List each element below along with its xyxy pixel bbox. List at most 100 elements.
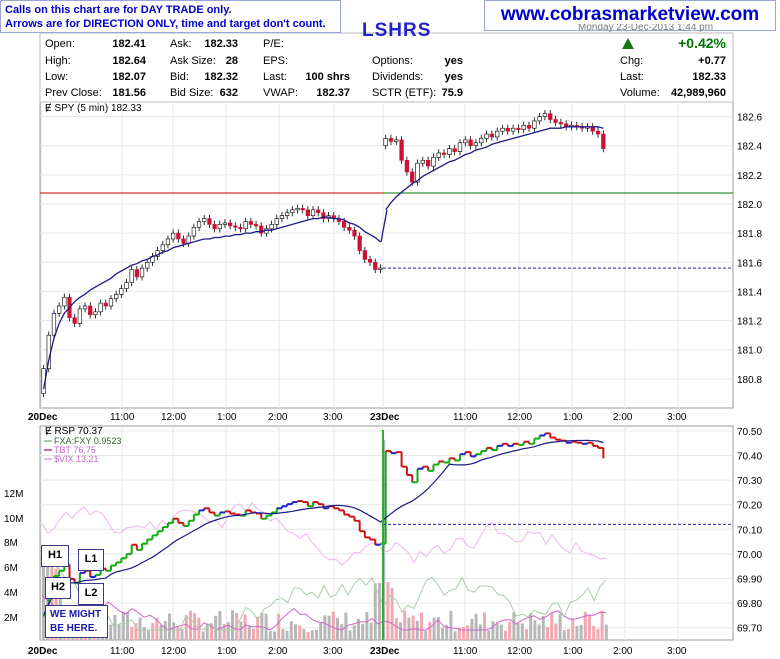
price-candle xyxy=(248,221,253,225)
volume-bar xyxy=(537,624,541,640)
volume-bar xyxy=(491,621,495,640)
open-value: 182.41 xyxy=(112,38,146,50)
volume-bar xyxy=(592,625,596,640)
volume-bar xyxy=(487,630,491,640)
price-candle xyxy=(415,162,420,183)
volume-bar xyxy=(205,624,209,640)
price-candle xyxy=(176,232,181,240)
price-candle xyxy=(316,209,321,214)
volume-bar xyxy=(210,623,213,640)
low-label: Low: xyxy=(45,71,69,83)
volume-bar xyxy=(394,618,398,640)
price-candle xyxy=(367,259,373,263)
volume-axis-label: 6M xyxy=(4,563,18,574)
moving-average-line xyxy=(385,126,604,211)
volume-bar xyxy=(159,624,163,640)
volume-bar xyxy=(504,630,507,640)
price-candle xyxy=(202,218,207,222)
price-candle xyxy=(347,227,352,231)
prevclose-value: 181.56 xyxy=(112,87,146,99)
ask-value: 182.33 xyxy=(204,38,238,50)
last-size-value: 100 shrs xyxy=(305,71,350,83)
price-candle xyxy=(82,305,88,310)
price-candle xyxy=(553,119,558,123)
volume-bar xyxy=(478,624,482,640)
volume-bar xyxy=(256,616,260,640)
volume-bar xyxy=(441,627,444,640)
dividends-value: yes xyxy=(444,71,463,83)
price-x-label: 11:00 xyxy=(453,412,478,423)
price-candle xyxy=(269,224,274,230)
price-candle xyxy=(290,209,295,214)
price-candle xyxy=(207,218,212,225)
volume-bar xyxy=(231,610,234,640)
volume-bar xyxy=(386,581,390,640)
website-link[interactable]: www.cobrasmarketview.com xyxy=(484,0,776,31)
volume-bar xyxy=(369,622,373,640)
price-candle xyxy=(88,305,93,316)
prevclose-label: Prev Close: xyxy=(45,87,102,99)
h1-label: H1 xyxy=(41,545,69,567)
volume-bar xyxy=(235,612,239,640)
volume-bar xyxy=(525,629,528,640)
volume-bar xyxy=(453,631,457,640)
rsp-axis-label: 70.10 xyxy=(737,525,762,536)
price-candle xyxy=(420,159,425,164)
rsp-axis-label: 69.80 xyxy=(737,599,762,610)
price-candle xyxy=(139,267,145,278)
price-x-label: 2:00 xyxy=(268,412,288,423)
price-candle xyxy=(165,238,171,246)
volume-bar xyxy=(172,622,176,640)
price-candle xyxy=(119,288,124,295)
price-x-label: 1:00 xyxy=(563,412,583,423)
volume-axis-label: 8M xyxy=(4,538,18,549)
price-axis-label: 182.4 xyxy=(737,142,762,153)
volume-bar xyxy=(562,630,566,640)
volume-bar xyxy=(449,610,453,640)
volume-axis-label: 2M xyxy=(4,613,18,624)
vix-line xyxy=(41,501,607,566)
volume-bar xyxy=(268,631,272,640)
price-candle xyxy=(463,139,468,144)
volume-bar xyxy=(142,627,146,640)
volume-bar xyxy=(390,588,394,640)
price-candle xyxy=(473,142,479,147)
price-candle xyxy=(505,127,510,132)
volume-bar xyxy=(466,625,470,640)
volume-bar xyxy=(323,615,327,640)
price-candle xyxy=(479,138,484,144)
volume-bar xyxy=(512,612,516,640)
sctr-label: SCTR (ETF): xyxy=(372,87,437,99)
volume-bar xyxy=(273,631,276,640)
price-candle xyxy=(114,294,119,300)
rsp-x-label: 11:00 xyxy=(110,646,135,657)
volume-bar xyxy=(508,621,512,640)
volume-bar xyxy=(399,622,402,640)
volume-bar xyxy=(239,621,243,640)
volume-bar xyxy=(109,624,113,640)
moving-average-line xyxy=(42,216,381,390)
price-candle xyxy=(51,312,57,336)
price-candle xyxy=(279,215,285,219)
price-candle xyxy=(186,235,191,244)
volume-bar xyxy=(378,582,381,640)
ask-label: Ask: xyxy=(170,38,192,50)
price-candle xyxy=(129,269,134,283)
volume-bar xyxy=(420,612,423,640)
volume-bar xyxy=(264,613,268,640)
volume-bar xyxy=(550,612,554,640)
volume-bar xyxy=(520,623,524,640)
price-candle xyxy=(500,127,505,132)
bid-label: Bid: xyxy=(170,71,189,83)
price-candle xyxy=(558,122,564,125)
price-candle xyxy=(542,113,548,117)
price-candle xyxy=(447,148,452,155)
quote-panel-frame xyxy=(39,32,734,103)
volume-bar xyxy=(306,631,310,640)
volume-bar xyxy=(474,613,478,640)
rsp-x-label: 2:00 xyxy=(613,646,633,657)
h2-label: H2 xyxy=(45,577,71,599)
rsp-axis-label: 69.90 xyxy=(737,575,762,586)
volume-bar xyxy=(499,624,503,640)
